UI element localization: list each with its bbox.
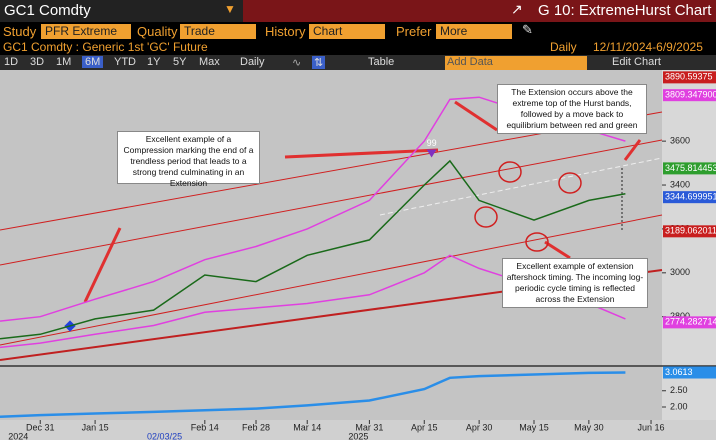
arrow: [544, 240, 571, 260]
title-bar: ↗ G 10: ExtremeHurst Chart: [243, 0, 716, 22]
trend-line: [0, 139, 663, 266]
last-value-label: 3.0613: [665, 367, 693, 377]
price-label: 3344.6999512: [665, 192, 716, 202]
last-value-box: [663, 366, 716, 379]
x-sublabel: 2024: [8, 431, 28, 440]
arrow: [454, 100, 498, 132]
price-label-box: [663, 191, 716, 204]
highlight-circle: [474, 206, 498, 228]
x-tick-label: Dec 31: [26, 422, 55, 432]
axis-background: [662, 70, 716, 420]
range-button[interactable]: 1Y: [147, 56, 161, 68]
price-label-box: [663, 225, 716, 238]
price-label-box: [663, 71, 716, 84]
study-input[interactable]: PFR Extreme: [41, 24, 131, 39]
y-tick-label: 3600: [670, 136, 690, 146]
study-label: Study: [3, 24, 37, 39]
x-tick-label: Apr 30: [466, 422, 493, 432]
history-label: History: [265, 24, 306, 39]
x-tick-label: May 30: [574, 422, 604, 432]
ticker-box[interactable]: GC1 Comdty ▼: [0, 0, 243, 22]
price-label-box: [663, 89, 716, 102]
range-button[interactable]: 1M: [56, 56, 72, 68]
price-label-box: [663, 316, 716, 329]
series-line: [0, 159, 626, 340]
prefer-input[interactable]: More: [436, 24, 512, 39]
edit-chart-button[interactable]: Edit Chart: [612, 56, 661, 68]
line-icon[interactable]: ∿: [292, 57, 302, 69]
peak-marker: [426, 149, 437, 158]
price-label: 3189.0620117: [665, 226, 716, 236]
y-tick-label: 3400: [670, 179, 690, 189]
security-desc: GC1 Comdty : Generic 1st 'GC' Future: [3, 40, 208, 54]
history-input[interactable]: Chart: [309, 24, 385, 39]
add-data-input[interactable]: Add Data: [445, 56, 587, 70]
range-button[interactable]: 6M: [82, 56, 104, 68]
highlight-circle: [558, 172, 582, 194]
prefer-label: Prefer: [396, 24, 432, 39]
quality-input[interactable]: Trade: [180, 24, 256, 39]
edit-icon[interactable]: ✎: [522, 22, 533, 37]
range-button[interactable]: 1D: [4, 56, 19, 68]
x-axis-background: [0, 420, 716, 440]
window-title: G 10: ExtremeHurst Chart: [538, 2, 712, 19]
highlight-circle: [525, 232, 549, 252]
candle-icon[interactable]: ⇅: [312, 56, 326, 69]
x-tick-label: Jan 15: [82, 422, 109, 432]
price-label: 3809.3479004: [665, 90, 716, 100]
x-tick-label: Mar 31: [355, 422, 383, 432]
arrow: [83, 227, 122, 303]
annotation: Excellent example of a Compression marki…: [117, 131, 260, 188]
annotation: The Extension occurs above the extreme t…: [497, 84, 647, 134]
y-tick-label: 2.50: [670, 385, 688, 395]
price-label: 3890.59375: [665, 72, 713, 82]
peak-label: 99: [427, 138, 437, 148]
x-tick-label: Feb 28: [242, 422, 270, 432]
export-icon[interactable]: ↗: [511, 1, 523, 17]
highlight-circle: [498, 161, 522, 183]
price-label: 3475.8144531: [665, 163, 716, 173]
x-tick-label: May 15: [519, 422, 549, 432]
ticker: GC1 Comdty: [4, 2, 91, 19]
x-tick-label: Apr 15: [411, 422, 438, 432]
period[interactable]: Daily: [240, 56, 265, 68]
x-sublabel: 2025: [348, 431, 368, 440]
x-tick-label: Feb 14: [191, 422, 219, 432]
arrow: [284, 148, 439, 159]
range-button[interactable]: Max: [199, 56, 220, 68]
trend-line: [0, 214, 663, 346]
y-tick-label: 2800: [670, 311, 690, 321]
series-line: [0, 371, 626, 419]
price-label: 2774.2827148: [665, 317, 716, 327]
x-tick-label: Mar 14: [293, 422, 321, 432]
frequency: Daily: [550, 40, 577, 54]
y-tick-label: 2.00: [670, 401, 688, 411]
annotation: Excellent example of extension aftershoc…: [502, 258, 648, 308]
price-label-box: [663, 162, 716, 175]
quality-label: Quality: [137, 24, 178, 39]
arrow: [623, 139, 642, 161]
range-button[interactable]: 5Y: [173, 56, 187, 68]
range-button[interactable]: YTD: [114, 56, 136, 68]
x-sublabel: 02/03/25: [147, 431, 182, 440]
date-range: 12/11/2024-6/9/2025: [593, 40, 703, 54]
y-tick-label: 3000: [670, 267, 690, 277]
x-tick-label: Jun 16: [638, 422, 665, 432]
dropdown[interactable]: ▼: [224, 2, 236, 16]
range-button[interactable]: 3D: [30, 56, 45, 68]
table-button[interactable]: Table: [368, 56, 395, 68]
